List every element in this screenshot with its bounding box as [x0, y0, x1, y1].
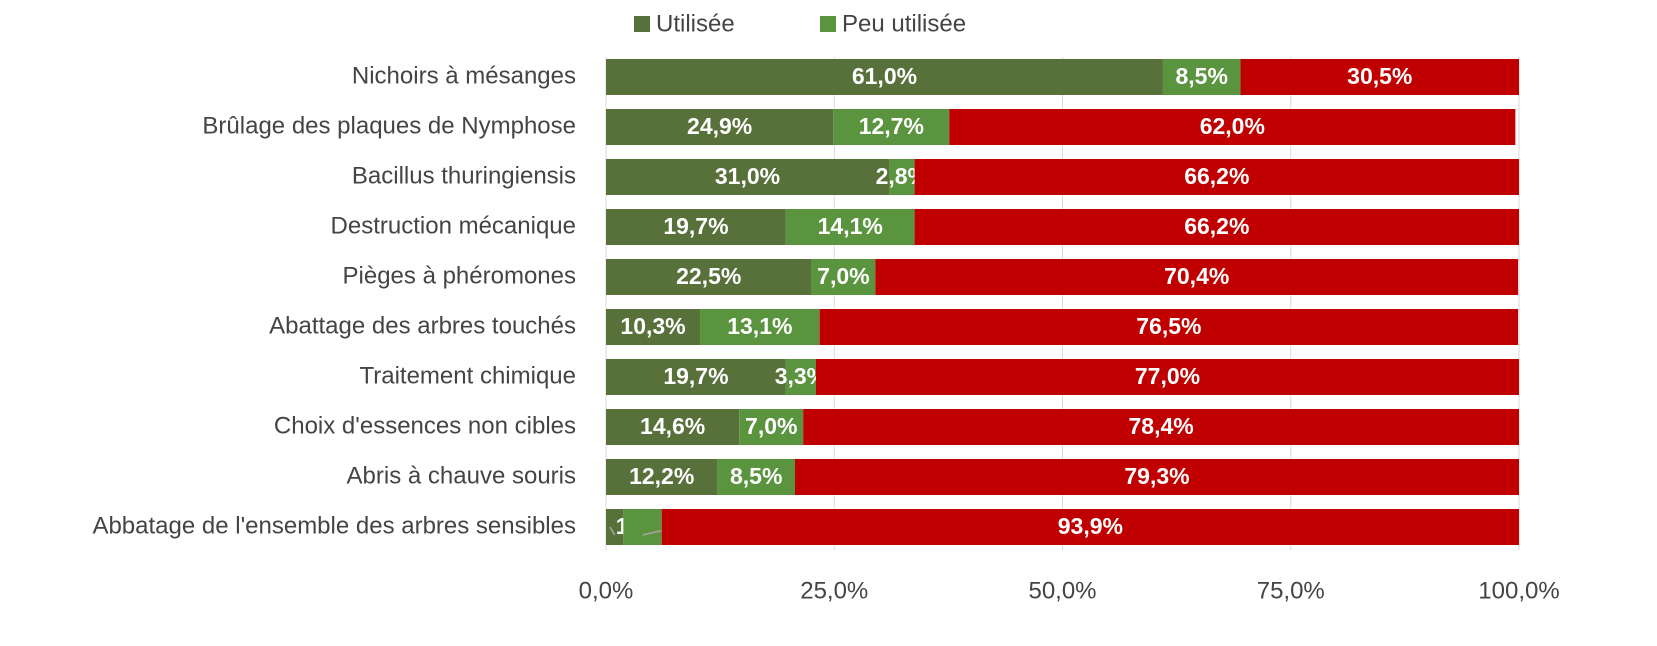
category-label: Nichoirs à mésanges	[352, 62, 576, 89]
leader-line	[609, 526, 616, 536]
bar-segment	[606, 359, 786, 395]
category-label: Abbatage de l'ensemble des arbres sensib…	[92, 512, 576, 539]
x-tick-label: 50,0%	[1028, 577, 1096, 604]
data-label: 70,4%	[1164, 263, 1229, 289]
data-label: 61,0%	[852, 63, 917, 89]
data-label: 14,1%	[818, 213, 883, 239]
bar-segment	[833, 109, 950, 145]
data-label: 12,2%	[629, 463, 694, 489]
legend-label: Utilisée	[656, 10, 735, 37]
data-label: 93,9%	[1058, 513, 1123, 539]
bar-segment	[785, 359, 816, 395]
bar-segment	[949, 109, 1516, 145]
category-label: Abattage des arbres touchés	[269, 312, 576, 339]
bar-segment	[914, 209, 1519, 245]
bar-segment	[1240, 59, 1519, 95]
x-tick-label: 75,0%	[1257, 577, 1325, 604]
category-label: Traitement chimique	[359, 362, 576, 389]
bar-segment	[794, 459, 1519, 495]
bar-segment	[606, 509, 624, 545]
x-tick-label: 0,0%	[579, 577, 634, 604]
data-label: 14,6%	[640, 413, 705, 439]
legend-swatch	[634, 16, 650, 32]
bar-segment	[606, 459, 718, 495]
data-label: 13,1%	[727, 313, 792, 339]
data-label: 7,0%	[745, 413, 797, 439]
bar-segment	[606, 259, 812, 295]
category-label: Destruction mécanique	[331, 212, 576, 239]
bar-segment	[875, 259, 1519, 295]
data-label: 24,9%	[687, 113, 752, 139]
category-label: Brûlage des plaques de Nymphose	[202, 112, 576, 139]
data-label: 8,5%	[1176, 63, 1228, 89]
bar-segment	[623, 509, 662, 545]
bar-segment	[606, 209, 786, 245]
data-label: 79,3%	[1124, 463, 1189, 489]
bar-segment	[739, 409, 804, 445]
bar-segment	[819, 309, 1519, 345]
bar-segment	[606, 59, 1163, 95]
data-label: 7,0%	[817, 263, 869, 289]
data-label: 19,7%	[663, 213, 728, 239]
data-label: 66,2%	[1184, 163, 1249, 189]
category-label: Bacillus thuringiensis	[352, 162, 576, 189]
bar-segment	[700, 309, 820, 345]
category-label: Pièges à phéromones	[343, 262, 576, 289]
bar-segment	[803, 409, 1519, 445]
bar-segment	[606, 109, 834, 145]
data-label: 12,7%	[859, 113, 924, 139]
bar-segment	[661, 509, 1519, 545]
data-label: 76,5%	[1136, 313, 1201, 339]
category-label: Choix d'essences non cibles	[274, 412, 576, 439]
bar-segment	[1162, 59, 1241, 95]
data-label: 30,5%	[1347, 63, 1412, 89]
data-label: 66,2%	[1184, 213, 1249, 239]
data-label: 19,7%	[663, 363, 728, 389]
bar-segment	[815, 359, 1519, 395]
bar-segment	[606, 409, 740, 445]
x-tick-label: 100,0%	[1478, 577, 1559, 604]
data-label: 8,5%	[730, 463, 782, 489]
data-label: 77,0%	[1135, 363, 1200, 389]
legend-label: Peu utilisée	[842, 10, 966, 37]
data-label: 78,4%	[1128, 413, 1193, 439]
data-label: 62,0%	[1200, 113, 1265, 139]
bar-segment	[606, 309, 701, 345]
legend-swatch	[820, 16, 836, 32]
bar-segment	[785, 209, 915, 245]
bar-segment	[717, 459, 795, 495]
data-label: 31,0%	[715, 163, 780, 189]
bar-segment	[914, 159, 1519, 195]
data-label: 22,5%	[676, 263, 741, 289]
bar-segment	[811, 259, 876, 295]
category-label: Abris à chauve souris	[347, 462, 576, 489]
bar-segment	[606, 159, 890, 195]
data-label: 10,3%	[620, 313, 685, 339]
x-tick-label: 25,0%	[800, 577, 868, 604]
bar-segment	[889, 159, 915, 195]
